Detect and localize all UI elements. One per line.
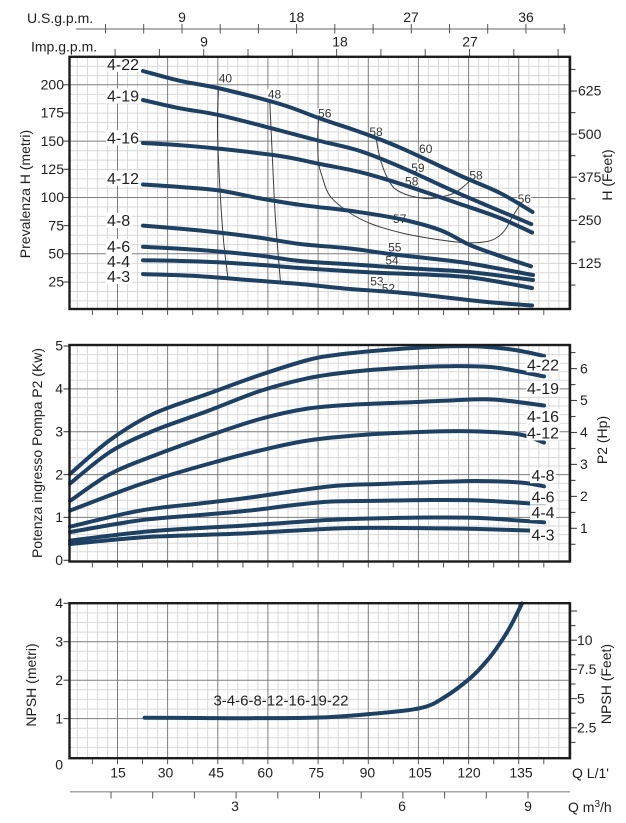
svg-text:1: 1 — [55, 710, 63, 726]
svg-text:53: 53 — [370, 275, 384, 289]
svg-text:4-6: 4-6 — [531, 490, 554, 507]
svg-text:2: 2 — [55, 466, 63, 482]
svg-text:3: 3 — [55, 633, 63, 649]
svg-text:4-8: 4-8 — [107, 213, 130, 230]
svg-text:4-16: 4-16 — [527, 409, 559, 426]
svg-text:105: 105 — [408, 765, 432, 781]
svg-text:2: 2 — [580, 488, 588, 504]
svg-text:9: 9 — [524, 798, 532, 814]
svg-text:75: 75 — [48, 217, 64, 233]
svg-text:4-22: 4-22 — [107, 57, 139, 74]
svg-text:27: 27 — [462, 34, 478, 50]
svg-text:0: 0 — [55, 552, 63, 568]
svg-text:10: 10 — [577, 632, 593, 648]
svg-text:50: 50 — [48, 246, 64, 262]
svg-text:6: 6 — [580, 360, 588, 376]
svg-text:1: 1 — [580, 520, 588, 536]
svg-text:4-19: 4-19 — [527, 381, 559, 398]
svg-text:2.5: 2.5 — [577, 720, 597, 736]
svg-text:18: 18 — [289, 9, 305, 25]
svg-text:56: 56 — [518, 192, 532, 206]
svg-text:60: 60 — [257, 765, 273, 781]
svg-text:4-6: 4-6 — [107, 239, 130, 256]
svg-text:250: 250 — [578, 212, 602, 228]
svg-text:500: 500 — [578, 126, 602, 142]
svg-text:15: 15 — [110, 765, 126, 781]
svg-text:4-3: 4-3 — [107, 269, 130, 286]
svg-text:NPSH (metri): NPSH (metri) — [23, 643, 39, 726]
svg-text:4: 4 — [55, 381, 63, 397]
svg-text:18: 18 — [332, 34, 348, 50]
svg-text:375: 375 — [578, 169, 602, 185]
svg-text:40: 40 — [219, 71, 233, 85]
svg-text:3: 3 — [55, 423, 63, 439]
svg-text:27: 27 — [403, 9, 419, 25]
svg-text:4-16: 4-16 — [107, 130, 139, 147]
svg-text:5: 5 — [580, 392, 588, 408]
svg-text:NPSH (Feet): NPSH (Feet) — [598, 644, 614, 724]
svg-text:9: 9 — [178, 9, 186, 25]
svg-text:4-8: 4-8 — [531, 468, 554, 485]
svg-text:H (Feet): H (Feet) — [599, 149, 615, 200]
svg-text:6: 6 — [398, 798, 406, 814]
svg-text:U.S.g.p.m.: U.S.g.p.m. — [27, 10, 93, 26]
svg-text:Q L/1': Q L/1' — [572, 765, 609, 781]
svg-text:30: 30 — [158, 765, 174, 781]
svg-text:60: 60 — [419, 142, 433, 156]
svg-text:4-4: 4-4 — [107, 254, 130, 271]
svg-text:55: 55 — [388, 241, 402, 255]
svg-text:200: 200 — [41, 77, 65, 93]
svg-text:25: 25 — [48, 274, 64, 290]
svg-text:75: 75 — [309, 765, 325, 781]
svg-text:4: 4 — [55, 595, 63, 611]
svg-text:3: 3 — [231, 798, 239, 814]
svg-text:9: 9 — [200, 34, 208, 50]
svg-text:100: 100 — [41, 189, 65, 205]
svg-text:125: 125 — [578, 255, 602, 271]
svg-text:56: 56 — [318, 106, 332, 120]
svg-text:120: 120 — [457, 765, 481, 781]
svg-text:4-12: 4-12 — [107, 171, 139, 188]
svg-text:125: 125 — [41, 161, 65, 177]
svg-text:625: 625 — [578, 83, 602, 99]
svg-text:5: 5 — [577, 690, 585, 706]
svg-text:150: 150 — [41, 133, 65, 149]
svg-text:0: 0 — [55, 757, 63, 773]
svg-text:Prevalenza H (metri): Prevalenza H (metri) — [17, 130, 33, 258]
svg-text:4-19: 4-19 — [107, 89, 139, 106]
svg-text:175: 175 — [41, 105, 65, 121]
svg-text:Potenza ingresso Pompa P2 (Kw): Potenza ingresso Pompa P2 (Kw) — [29, 348, 45, 558]
svg-text:54: 54 — [385, 254, 399, 268]
svg-text:36: 36 — [518, 9, 534, 25]
svg-text:Imp.g.p.m.: Imp.g.p.m. — [31, 39, 97, 55]
svg-text:2: 2 — [55, 672, 63, 688]
svg-text:7.5: 7.5 — [577, 661, 597, 677]
svg-text:90: 90 — [360, 765, 376, 781]
svg-text:4: 4 — [580, 424, 588, 440]
svg-text:4-3: 4-3 — [531, 528, 554, 545]
svg-text:3: 3 — [580, 456, 588, 472]
svg-text:Q m3/h: Q m3/h — [568, 799, 612, 815]
svg-text:4-22: 4-22 — [527, 357, 559, 374]
svg-text:5: 5 — [55, 338, 63, 354]
svg-text:1: 1 — [55, 509, 63, 525]
svg-text:4-12: 4-12 — [527, 425, 559, 442]
svg-text:3-4-6-8-12-16-19-22: 3-4-6-8-12-16-19-22 — [213, 693, 348, 710]
svg-text:135: 135 — [509, 765, 533, 781]
svg-text:45: 45 — [208, 765, 224, 781]
svg-text:P2 (Hp): P2 (Hp) — [594, 416, 610, 464]
svg-text:48: 48 — [268, 87, 282, 101]
svg-text:4-4: 4-4 — [531, 505, 554, 522]
